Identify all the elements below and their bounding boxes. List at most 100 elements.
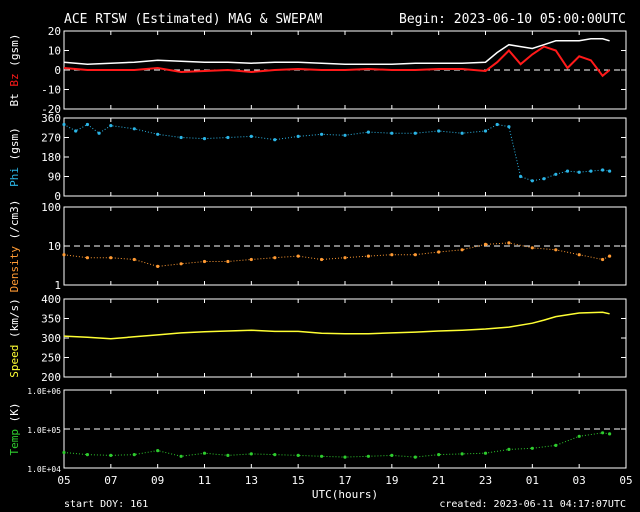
y-tick-label: 1 <box>54 279 61 292</box>
data-point <box>390 453 394 457</box>
data-point <box>390 131 394 135</box>
data-point <box>519 174 523 179</box>
y-tick-label: 360 <box>41 112 61 125</box>
y-axis-label: Bt Bz (gsm) <box>8 34 21 107</box>
x-tick-label: 19 <box>385 474 398 487</box>
y-tick-label: 10 <box>48 45 61 58</box>
x-tick-label: 01 <box>526 474 539 487</box>
panel-temp: 1.0E+06 1.0E+05 1.0E+04 Temp (K) <box>8 387 627 474</box>
y-tick-label: 100 <box>41 201 61 214</box>
data-point <box>554 248 558 252</box>
x-tick-label: 11 <box>198 474 211 487</box>
data-point <box>366 254 370 258</box>
data-point <box>390 253 394 257</box>
data-point <box>85 453 89 457</box>
y-tick-label: 1.0E+06 <box>27 387 61 396</box>
y-axis-label-part: (gsm) <box>8 34 21 74</box>
data-point <box>249 452 253 456</box>
data-point <box>156 264 160 268</box>
series-bz-line <box>63 45 611 78</box>
data-point <box>483 451 488 455</box>
data-point <box>249 257 253 262</box>
data-point <box>460 131 464 135</box>
data-point <box>273 138 277 142</box>
data-point <box>530 246 534 250</box>
data-point <box>62 450 66 455</box>
data-point <box>589 169 593 173</box>
data-point <box>202 137 207 141</box>
panel-phi: 360 270 180 90 0 Phi (gsm) <box>8 112 627 203</box>
y-axis-label-part: Speed <box>8 345 21 378</box>
x-axis-label: UTC(hours) <box>312 488 378 501</box>
data-point <box>202 259 207 264</box>
y-tick-label: 200 <box>41 371 61 384</box>
data-point <box>507 125 511 129</box>
data-point <box>179 262 183 266</box>
data-point <box>296 134 300 138</box>
data-point <box>226 453 230 457</box>
panel-speed: 400 350 300 250 200 Speed (km/s) <box>8 293 627 384</box>
data-point <box>109 453 113 457</box>
x-tick-label: 21 <box>432 474 445 487</box>
data-point <box>62 122 66 127</box>
data-point <box>413 131 417 135</box>
data-point <box>577 170 581 174</box>
data-point <box>226 259 230 264</box>
data-point <box>601 168 605 172</box>
y-tick-label: -20 <box>41 103 61 116</box>
data-point <box>156 449 160 453</box>
data-point <box>296 453 300 457</box>
x-tick-label: 05 <box>57 474 70 487</box>
y-tick-label: 1.0E+04 <box>27 465 61 474</box>
y-axis-label-part: Density <box>8 246 21 293</box>
data-point <box>109 124 113 128</box>
y-axis-label-part: Bz <box>8 73 21 93</box>
data-point <box>273 453 277 457</box>
y-axis-label-part: Bt <box>8 93 21 106</box>
y-axis-label: Temp (K) <box>8 403 21 456</box>
data-point <box>608 169 612 173</box>
data-point <box>366 454 370 458</box>
data-point <box>608 432 612 436</box>
data-point <box>530 446 534 450</box>
data-point <box>343 256 347 260</box>
y-axis-label: Density (/cm3) <box>8 200 21 293</box>
data-point <box>97 131 101 135</box>
data-point <box>483 242 488 246</box>
data-point <box>565 169 570 173</box>
data-point <box>577 434 581 438</box>
data-point <box>542 177 546 181</box>
y-tick-label: 0 <box>54 64 61 77</box>
y-axis-label: Phi (gsm) <box>8 127 21 187</box>
data-point <box>132 127 136 131</box>
data-point <box>85 256 89 260</box>
x-tick-label: 09 <box>151 474 164 487</box>
y-tick-label: 300 <box>41 332 61 345</box>
y-tick-label: 1.0E+05 <box>27 426 61 435</box>
data-point <box>226 135 230 140</box>
data-point <box>343 133 347 137</box>
data-point <box>202 451 207 455</box>
data-point <box>296 254 300 258</box>
data-point <box>460 452 464 456</box>
data-point <box>156 132 160 136</box>
data-point <box>85 122 89 127</box>
series-phi-trace <box>63 123 610 182</box>
begin-time: Begin: 2023-06-10 05:00:00UTC <box>399 12 626 27</box>
created-time: created: 2023-06-11 04:17:07UTC <box>439 499 626 510</box>
series-bt-line <box>63 38 610 65</box>
data-point <box>273 256 277 260</box>
data-point <box>320 257 324 262</box>
data-point <box>74 129 78 133</box>
data-point <box>132 257 136 262</box>
y-axis-label-part: (K) <box>8 403 21 430</box>
x-axis: 05 07 09 11 13 15 17 19 21 23 01 03 05 <box>57 474 632 487</box>
data-point <box>132 453 136 457</box>
data-point <box>483 129 488 133</box>
y-axis-label-part: Temp <box>8 429 21 456</box>
data-point <box>179 454 183 458</box>
y-tick-label: 250 <box>41 352 61 365</box>
x-tick-label: 13 <box>245 474 258 487</box>
x-tick-label: 07 <box>104 474 117 487</box>
